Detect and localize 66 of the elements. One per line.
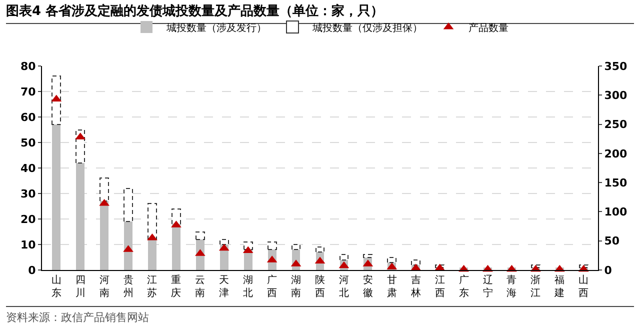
bar [291, 244, 301, 250]
bar [172, 208, 181, 225]
x-tick-label: 辽宁 [482, 274, 493, 299]
x-tick-label: 四川 [75, 275, 86, 299]
y-tick-label: 40 [20, 162, 36, 175]
y-tick-label: 30 [20, 187, 36, 200]
x-tick-label: 贵州 [123, 274, 134, 299]
y2-tick-label: 350 [604, 60, 628, 73]
x-tick-label: 青海 [506, 274, 517, 299]
x-tick-label: 广东 [458, 274, 469, 299]
y2-tick-label: 0 [604, 264, 612, 277]
x-tick-label: 河北 [338, 274, 349, 299]
y2-tick-label: 150 [604, 176, 628, 190]
bar [172, 224, 180, 270]
bar [411, 259, 421, 266]
bar [52, 76, 62, 126]
legend-label: 城投数量（仅涉及担保） [312, 22, 422, 34]
y2-tick-label: 50 [604, 234, 620, 248]
bar [100, 178, 109, 202]
x-tick-label: 山东 [51, 274, 62, 299]
x-tick-label: 河南 [99, 274, 110, 299]
bar [52, 124, 61, 270]
x-tick-label: 安徽 [362, 274, 373, 299]
legend-label: 城投数量（涉及发行） [166, 22, 266, 34]
y2-tick-label: 300 [604, 88, 628, 102]
x-tick-label: 重庆 [171, 274, 182, 299]
bar [100, 201, 108, 270]
x-tick-label: 浙江 [530, 274, 541, 299]
x-tick-label: 湖南 [291, 274, 302, 299]
x-tick-label: 广西 [267, 274, 278, 299]
bar [267, 241, 277, 250]
bar [124, 222, 132, 270]
x-tick-label: 湖北 [243, 274, 254, 299]
bar [387, 256, 397, 263]
bar [315, 246, 325, 253]
y-tick-label: 60 [20, 110, 36, 124]
x-tick-label: 天津 [219, 275, 230, 299]
x-tick-label: 云南 [195, 275, 206, 299]
y-tick-label: 10 [20, 238, 36, 252]
bar [219, 238, 229, 245]
y2-tick-label: 100 [604, 206, 628, 219]
bar [148, 203, 157, 240]
x-tick-label: 福建 [554, 274, 565, 299]
y2-tick-label: 200 [604, 147, 628, 160]
y-tick-label: 20 [20, 212, 36, 226]
point [147, 233, 158, 240]
text: 资料来源：政信产品销售网站 [6, 306, 634, 325]
bar [124, 188, 133, 222]
x-tick-label: 山西 [578, 274, 589, 299]
bar [339, 254, 349, 260]
x-tick-label: 甘肃 [386, 274, 397, 299]
bar [76, 162, 85, 270]
legend-label: 产品数量 [468, 22, 508, 34]
x-tick-label: 吉林 [410, 274, 421, 299]
x-tick-label: 江苏 [147, 274, 158, 299]
y2-tick-label: 250 [604, 118, 628, 132]
x-tick-label: 陕西 [315, 274, 325, 299]
bar [195, 231, 205, 240]
y-tick-label: 50 [20, 136, 36, 150]
y-tick-label: 80 [20, 60, 36, 73]
chart-title: 图表4 各省涉及定融的发债城投数量及产品数量（单位：家，只） [6, 2, 634, 24]
y-tick-label: 70 [20, 85, 36, 98]
bar [363, 254, 373, 258]
bar [148, 239, 156, 270]
x-tick-label: 江西 [434, 274, 445, 299]
y-tick-label: 0 [28, 264, 36, 277]
